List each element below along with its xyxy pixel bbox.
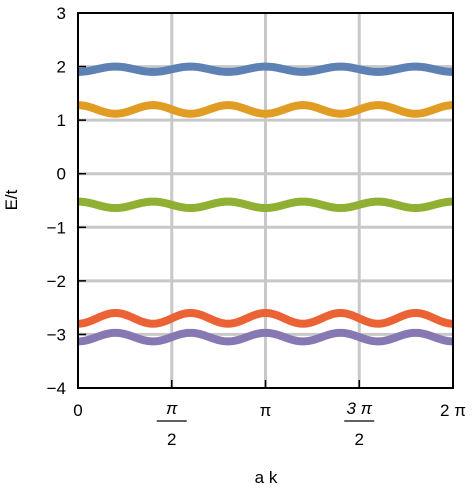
series-group (75, 62, 456, 346)
x-tick-denominator: 2 (355, 430, 364, 449)
x-tick-numerator: 3 π (346, 399, 372, 418)
x-axis-label: a k (255, 468, 278, 487)
y-tick-label: 3 (57, 4, 66, 23)
band-line-2 (75, 101, 456, 118)
x-tick-label: 2 π (440, 401, 466, 420)
x-tick-text: π (260, 401, 272, 420)
x-tick-denominator: 2 (167, 430, 176, 449)
y-tick-label: −4 (47, 379, 66, 398)
band-line-3 (75, 197, 456, 212)
y-tick-label: −2 (47, 272, 66, 291)
band-line-1 (75, 62, 456, 76)
y-tick-label: −3 (47, 325, 66, 344)
y-tick-label: 1 (57, 111, 66, 130)
y-tick-label: 0 (57, 165, 66, 184)
x-tick-label: π2 (156, 399, 187, 449)
band-line-4 (75, 309, 456, 328)
x-tick-numerator: π (166, 399, 178, 418)
band-line-5 (75, 328, 456, 346)
x-tick-label: 3 π 2 (344, 399, 375, 449)
x-tick-text: 2 π (440, 401, 466, 420)
x-tick-label: 0 (73, 401, 82, 420)
y-tick-label: 2 (57, 58, 66, 77)
y-tick-label: −1 (47, 218, 66, 237)
y-axis-label: E/t (2, 189, 21, 210)
x-tick-label: π (260, 401, 272, 420)
x-tick-text: 0 (73, 401, 82, 420)
